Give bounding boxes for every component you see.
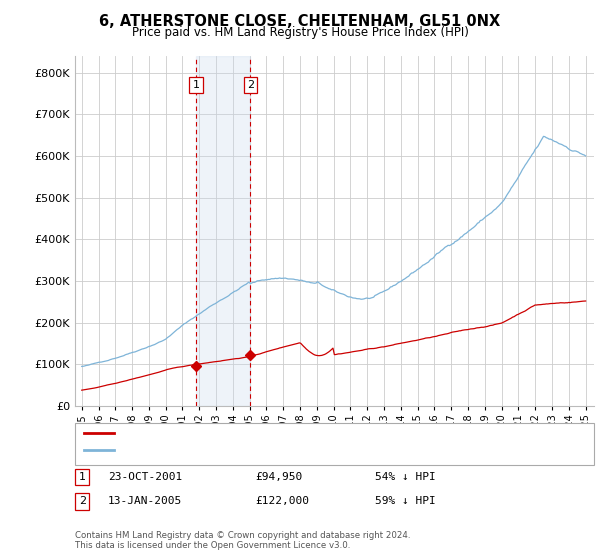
Bar — [196, 56, 250, 406]
Text: 13-JAN-2005: 13-JAN-2005 — [108, 496, 182, 506]
Text: Price paid vs. HM Land Registry's House Price Index (HPI): Price paid vs. HM Land Registry's House … — [131, 26, 469, 39]
Text: 2: 2 — [79, 496, 86, 506]
Text: 2: 2 — [247, 80, 254, 90]
Text: 1: 1 — [79, 472, 86, 482]
Text: HPI: Average price, detached house, Cheltenham: HPI: Average price, detached house, Chel… — [121, 445, 378, 455]
Text: £94,950: £94,950 — [255, 472, 302, 482]
Text: 6, ATHERSTONE CLOSE, CHELTENHAM, GL51 0NX: 6, ATHERSTONE CLOSE, CHELTENHAM, GL51 0N… — [100, 14, 500, 29]
Text: 23-OCT-2001: 23-OCT-2001 — [108, 472, 182, 482]
Text: 6, ATHERSTONE CLOSE, CHELTENHAM, GL51 0NX (detached house): 6, ATHERSTONE CLOSE, CHELTENHAM, GL51 0N… — [121, 428, 472, 438]
Text: Contains HM Land Registry data © Crown copyright and database right 2024.
This d: Contains HM Land Registry data © Crown c… — [75, 530, 410, 550]
Text: 54% ↓ HPI: 54% ↓ HPI — [375, 472, 436, 482]
Text: £122,000: £122,000 — [255, 496, 309, 506]
Text: 59% ↓ HPI: 59% ↓ HPI — [375, 496, 436, 506]
Text: 1: 1 — [193, 80, 200, 90]
